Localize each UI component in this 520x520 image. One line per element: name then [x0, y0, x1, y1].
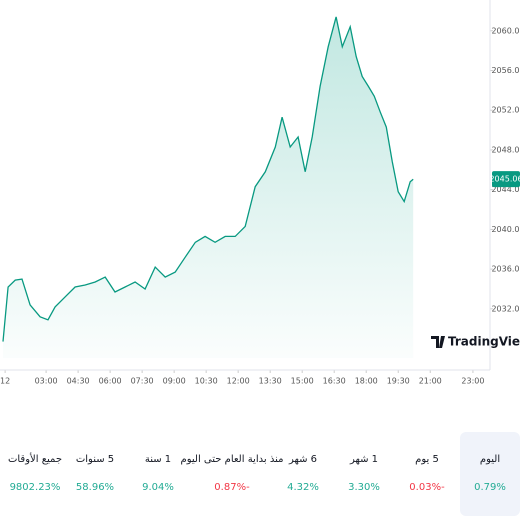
last-price-label: 2045.06: [489, 175, 520, 184]
period-tab[interactable]: 1 شهر 3.30%: [334, 432, 394, 516]
x-tick-label: 13:30: [259, 377, 282, 386]
last-price-box: [492, 171, 520, 188]
y-tick-label: 2044.00: [491, 185, 520, 194]
period-label: 5 يوم: [415, 454, 439, 465]
x-tick-label: 03:00: [35, 377, 58, 386]
period-tab[interactable]: منذ بداية العام حتى اليوم 0.87%-: [177, 432, 287, 516]
period-change: 0.03%-: [409, 482, 445, 493]
period-change: 58.96%: [75, 482, 115, 493]
logo-text: TradingView: [448, 335, 520, 349]
price-line: [2, 16, 414, 342]
period-label: اليوم: [479, 454, 501, 465]
period-change: 3.30%: [348, 482, 380, 493]
period-label: 1 شهر: [349, 454, 379, 465]
x-tick-label: 12:00: [227, 377, 250, 386]
period-tab[interactable]: 6 شهر 4.32%: [273, 432, 333, 516]
period-change: 9802.23%: [9, 482, 61, 493]
x-tick-label: 10:30: [195, 377, 218, 386]
x-tick-label: 07:30: [131, 377, 154, 386]
x-tick-label: 15:00: [291, 377, 314, 386]
y-tick-label: 2060.00: [491, 26, 520, 35]
period-change: 9.04%: [142, 482, 174, 493]
period-change: 0.87%-: [214, 482, 250, 493]
period-tab[interactable]: جميع الأوقات 9802.23%: [5, 432, 65, 516]
period-tab[interactable]: 5 يوم 0.03%-: [397, 432, 457, 516]
period-tab[interactable]: 1 سنة 9.04%: [128, 432, 188, 516]
period-tabs: اليوم 0.79% 5 يوم 0.03%- 1 شهر 3.30% 6 شهر 4.32…: [0, 430, 520, 518]
chart: TradingView 2032.00 2036.00 2040.00 2044.00…: [0, 0, 520, 386]
x-tick-label: 06:00: [99, 377, 122, 386]
y-tick-label: 2052.00: [491, 106, 520, 115]
y-tick-label: 2048.00: [491, 145, 520, 154]
period-label: جميع الأوقات: [7, 454, 63, 465]
x-tick-label: 23:00: [461, 377, 484, 386]
x-tick-label: 19:30: [387, 377, 410, 386]
period-label: 5 سنوات: [75, 454, 115, 465]
y-tick-label: 2036.00: [491, 265, 520, 274]
period-change: 4.32%: [287, 482, 319, 493]
period-change: 0.79%: [474, 482, 506, 493]
y-tick-label: 2040.00: [491, 225, 520, 234]
period-label: منذ بداية العام حتى اليوم: [180, 454, 284, 465]
period-tab[interactable]: اليوم 0.79%: [460, 432, 520, 516]
x-tick-label: 09:00: [163, 377, 186, 386]
logo: TradingView: [431, 335, 520, 349]
x-tick-label: 04:30: [67, 377, 90, 386]
period-tab[interactable]: 5 سنوات 58.96%: [65, 432, 125, 516]
x-tick-label: 12: [0, 377, 10, 386]
period-label: 6 شهر: [288, 454, 318, 465]
x-tick-label: 18:00: [355, 377, 378, 386]
area-fill: [2, 16, 414, 359]
y-tick-label: 2056.00: [491, 66, 520, 75]
y-tick-label: 2032.00: [491, 304, 520, 313]
x-tick-label: 21:00: [419, 377, 442, 386]
period-label: 1 سنة: [144, 454, 172, 465]
x-tick-label: 16:30: [323, 377, 346, 386]
